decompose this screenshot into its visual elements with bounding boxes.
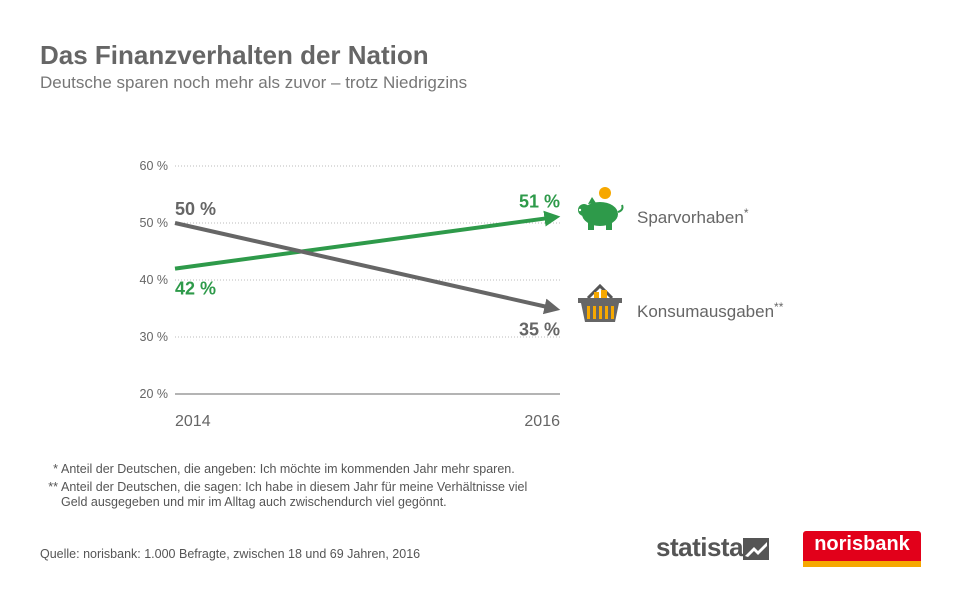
norisbank-logo-text: norisbank	[814, 533, 910, 555]
footnote-2-mark: **	[48, 480, 58, 494]
y-tick-label: 50 %	[140, 216, 169, 230]
chart-subtitle: Deutsche sparen noch mehr als zuvor – tr…	[40, 73, 468, 92]
y-tick-label: 40 %	[140, 273, 169, 287]
footnote-1: * Anteil der Deutschen, die angeben: Ich …	[40, 461, 515, 477]
piggy-bank-icon	[578, 187, 624, 230]
norisbank-logo-stripe	[803, 561, 921, 567]
y-tick-label: 20 %	[140, 387, 169, 401]
legend-sparvorhaben: Sparvorhaben*	[637, 206, 749, 227]
data-label: 42 %	[175, 279, 216, 299]
chart-title: Das Finanzverhalten der Nation	[40, 40, 429, 70]
footnote-1-mark: *	[53, 462, 58, 476]
x-tick-label: 2016	[524, 413, 560, 430]
footnote-2: ** Anteil der Deutschen, die sagen: Ich h…	[40, 479, 527, 495]
source-note: Quelle: norisbank: 1.000 Befragte, zwisc…	[40, 547, 421, 561]
data-label: 51 %	[519, 191, 560, 211]
data-label: 35 %	[519, 320, 560, 340]
data-label: 50 %	[175, 199, 216, 219]
series-line-konsumausgaben	[174, 221, 561, 315]
footnote-2-continuation: Geld ausgegeben und mir im Alltag auch z…	[61, 495, 447, 509]
y-tick-label: 60 %	[140, 159, 169, 173]
statista-logo-icon	[743, 538, 769, 560]
x-tick-label: 2014	[175, 413, 211, 430]
norisbank-logo-background	[803, 531, 921, 561]
footnote-1-text: Anteil der Deutschen, die angeben: Ich m…	[61, 462, 515, 476]
statista-logo: statista	[656, 532, 744, 562]
shopping-basket-icon	[578, 283, 622, 322]
norisbank-logo: norisbank	[803, 531, 921, 567]
series-line-sparvorhaben	[174, 210, 561, 271]
legend-konsumausgaben: Konsumausgaben**	[637, 300, 784, 321]
y-tick-label: 30 %	[140, 330, 169, 344]
footnote-2-text: Anteil der Deutschen, die sagen: Ich hab…	[61, 480, 528, 494]
